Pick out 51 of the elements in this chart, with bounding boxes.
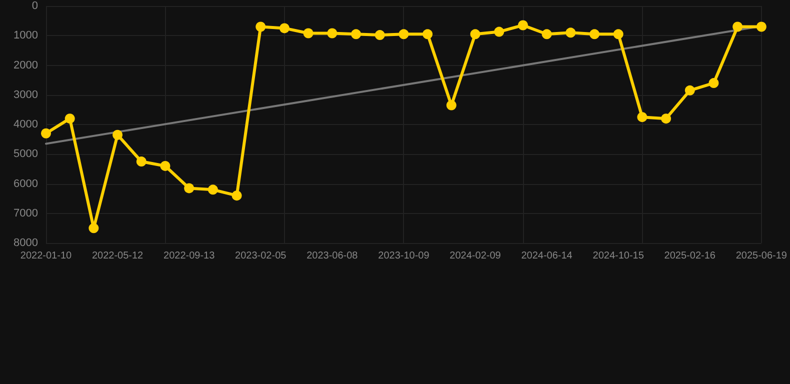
point: [518, 20, 528, 30]
x-tick-label: 2023-06-08: [306, 250, 358, 262]
x-tick-label: 2023-02-05: [235, 250, 287, 262]
y-tick-label: 7000: [14, 207, 38, 220]
point: [41, 128, 51, 138]
point: [756, 22, 766, 32]
point: [303, 28, 314, 38]
y-tick-label: 1000: [14, 30, 38, 42]
point: [256, 22, 266, 32]
point: [374, 30, 385, 40]
point: [398, 29, 409, 40]
y-tick-label: 6000: [14, 178, 38, 190]
point: [566, 28, 576, 38]
point: [279, 23, 290, 34]
y-tick-label: 4000: [14, 118, 38, 130]
x-tick-label: 2024-02-09: [450, 250, 502, 262]
x-tick-label: 2025-06-19: [736, 250, 788, 262]
point: [446, 100, 456, 110]
point: [708, 78, 719, 88]
point: [590, 29, 600, 40]
y-tick-label: 3000: [14, 88, 38, 101]
point: [88, 223, 99, 234]
point: [542, 29, 552, 40]
y-tick-label: 0: [32, 0, 38, 12]
y-tick-label: 8000: [14, 237, 38, 249]
x-tick-label: 2022-01-10: [20, 250, 72, 262]
point: [208, 184, 218, 195]
point: [613, 29, 624, 40]
point: [732, 22, 743, 32]
x-tick-label: 2024-06-14: [521, 250, 573, 262]
x-tick-label: 2023-10-09: [378, 250, 430, 262]
point: [160, 160, 170, 171]
point: [327, 28, 338, 38]
point: [661, 114, 672, 124]
x-tick-label: 2024-10-15: [592, 250, 644, 262]
point: [494, 26, 504, 37]
point: [136, 156, 146, 167]
point: [637, 112, 648, 122]
y-tick-label: 2000: [14, 59, 38, 72]
point: [684, 85, 695, 96]
point: [184, 183, 194, 194]
x-tick-label: 2022-09-13: [164, 250, 216, 262]
point: [351, 29, 362, 40]
x-tick-label: 2022-05-12: [92, 250, 144, 262]
point: [112, 130, 123, 140]
point: [470, 29, 480, 40]
y-tick-label: 5000: [14, 148, 38, 160]
point: [232, 190, 242, 201]
point: [422, 29, 433, 40]
x-tick-label: 2025-02-16: [664, 250, 716, 262]
point: [64, 114, 75, 124]
